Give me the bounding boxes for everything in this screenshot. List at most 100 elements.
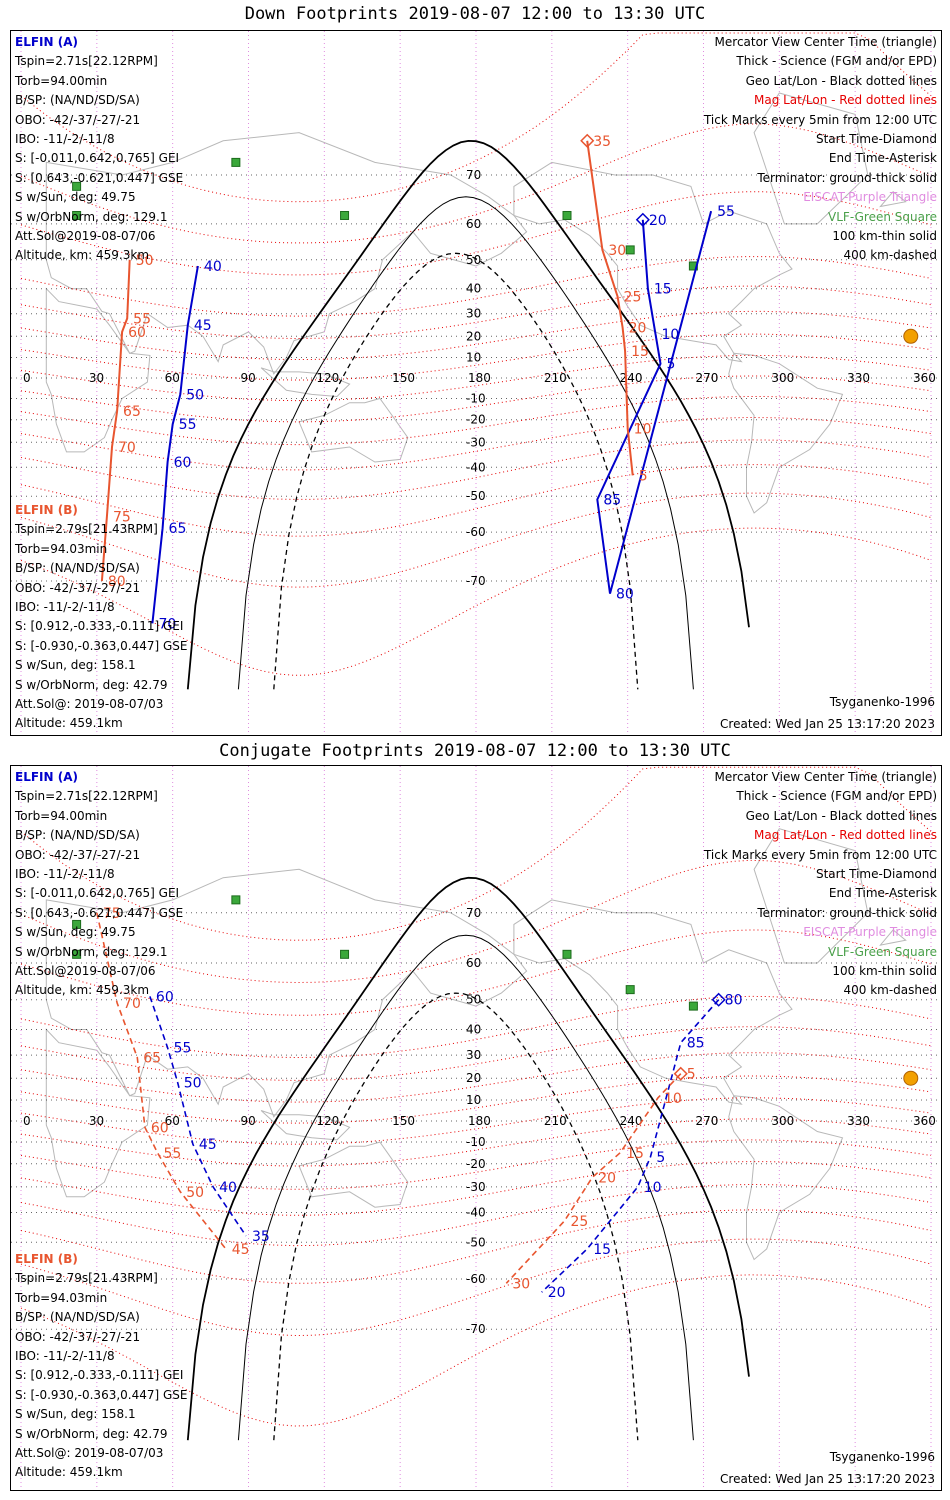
elfin-b-line: IBO: -11/-2/-11/8 [15,599,115,614]
lat-tick-label: -20 [466,1157,486,1171]
lat-tick-label: 10 [466,350,481,364]
elfin-a-tick-label: 80 [616,587,634,603]
lat-tick-label: 40 [466,282,481,296]
mag-parallel [20,929,932,1016]
panel-2-title: Conjugate Footprints 2019-08-07 12:00 to… [219,741,731,761]
elfin-b-tick-label: 35 [593,134,611,150]
lat-tick-label: -40 [466,460,486,474]
panel-1-title: Down Footprints 2019-08-07 12:00 to 13:3… [244,4,706,24]
created-label: Created: Wed Jan 25 13:17:20 2023 [720,717,935,731]
elfin-a-tick-label: 40 [204,259,222,275]
vlf-station-square [340,210,350,220]
terminator-100km [237,934,694,1441]
elfin-a-tick-label: 70 [158,616,176,632]
terminator-400km [273,252,639,690]
lon-tick-label: 270 [696,1114,719,1128]
mag-parallel [20,416,932,471]
lon-tick-label: 0 [23,1114,31,1128]
vlf-station-square [231,157,241,167]
vlf-station-square [72,949,82,959]
elfin-a-tick-label: 50 [184,1076,202,1092]
legend-item: Geo Lat/Lon - Black dotted lines [745,808,937,823]
elfin-b-line: Tspin=2.79s[21.43RPM] [15,1271,158,1286]
lat-tick-label: -50 [466,1235,486,1249]
coastline [45,1028,151,1198]
elfin-a-footprint-track [541,999,720,1293]
lon-tick-label: 180 [468,1114,491,1128]
elfin-a-line: IBO: -11/-2/-11/8 [15,131,115,146]
elfin-a-tick-label: 50 [186,387,204,403]
lon-tick-label: 360 [913,1114,936,1128]
model-label: Tsyganenko-1996 [829,695,935,709]
elfin-b-tick-label: 50 [136,253,154,269]
elfin-b-line: S w/OrbNorm, deg: 42.79 [15,1426,168,1441]
lon-tick-label: 90 [241,1114,256,1128]
lon-tick-label: 30 [89,1114,104,1128]
elfin-a-header: ELFIN (A) [15,35,78,49]
elfin-b-line: S w/Sun, deg: 158.1 [15,1407,136,1422]
conjugate-footprints-map: 0 30 60 90 120 150 180 210 240 270 300 330 360 70 60 50… [10,765,942,1491]
mag-parallel [20,1238,932,1337]
coastline [260,367,351,398]
coastline [728,352,844,514]
elfin-a-tick-label: 60 [156,989,174,1005]
elfin-b-line: S: [-0.930,-0.363,0.447] GSE [15,638,188,653]
elfin-a-tick-label: 80 [725,993,743,1009]
elfin-b-line: B/SP: (NA/ND/SD/SA) [15,561,140,576]
elfin-b-tick-label: 10 [634,422,652,438]
legend-item: 100 km-thin solid [832,963,937,978]
lat-tick-label: 10 [466,1093,481,1107]
vlf-station-square [562,949,572,959]
elfin-b-tick-label: 75 [113,510,131,526]
lon-tick-label: 150 [392,371,415,385]
elfin-b-tick-label: 60 [151,1120,169,1136]
mag-parallel [20,1026,932,1081]
elfin-b-tick-label: 70 [123,996,141,1012]
terminator-ground [186,876,750,1441]
elfin-a-line: S w/OrbNorm, deg: 129.1 [15,209,168,224]
mag-parallel [20,191,932,276]
elfin-a-tick-label: 5 [656,1150,665,1166]
elfin-a-tick-label: 10 [644,1180,662,1196]
elfin-b-tick-label: 5 [687,1067,696,1083]
lon-tick-label: 150 [392,1114,415,1128]
lon-tick-label: 90 [241,371,256,385]
coastline [728,1095,844,1261]
elfin-b-tick-label: 15 [631,344,649,360]
elfin-a-line: S w/Sun, deg: 49.75 [15,925,136,940]
elfin-a-line: S: [-0.011,0.642,0.765] GEI [15,886,180,901]
elfin-a-footprint-track [149,996,247,1237]
mag-parallel [20,527,932,676]
lon-tick-label: 300 [771,371,794,385]
lon-tick-label: 360 [913,371,936,385]
legend-item: Terminator: ground-thick solid [757,905,937,920]
elfin-b-line: Altitude: 459.1km [15,716,123,731]
coastline [45,868,528,1118]
elfin-b-start-diamond [580,133,595,148]
elfin-a-line: S: [0.643,-0.621,0.447] GSE [15,905,184,920]
elfin-b-tick-label: 20 [598,1170,616,1186]
lat-tick-label: -20 [466,413,486,427]
elfin-a-header: ELFIN (A) [15,770,78,784]
vlf-station-square [231,895,241,905]
elfin-b-tick-label: 15 [626,1146,644,1162]
elfin-b-tick-label: 50 [186,1185,204,1201]
elfin-b-info: ELFIN (B) Tspin=2.79s[21.43RPM] Torb=94.… [15,1250,188,1483]
vlf-station-square [72,181,82,191]
elfin-b-line: Torb=94.03min [15,1290,108,1305]
model-label: Tsyganenko-1996 [829,1450,935,1464]
elfin-a-line: Altitude, km: 459.3km [15,248,150,263]
lon-tick-label: 300 [771,1114,794,1128]
elfin-a-line: S w/Sun, deg: 49.75 [15,190,136,205]
elfin-a-tick-label: 20 [649,213,667,229]
legend-item: Mag Lat/Lon - Red dotted lines [753,93,937,108]
elfin-b-line: Att.Sol@: 2019-08-07/03 [15,1445,164,1460]
legend-item: Start Time-Diamond [815,131,937,146]
elfin-b-start-diamond [673,1066,688,1081]
legend-item: VLF-Green Square [828,944,937,959]
elfin-a-line: S: [0.643,-0.621,0.447] GSE [15,170,184,185]
legend-item: Mercator View Center Time (triangle) [714,35,937,49]
lon-tick-label: 270 [696,371,719,385]
legend-item: EISCAT-Purple Triangle [803,925,937,940]
mag-parallel [20,1183,932,1247]
